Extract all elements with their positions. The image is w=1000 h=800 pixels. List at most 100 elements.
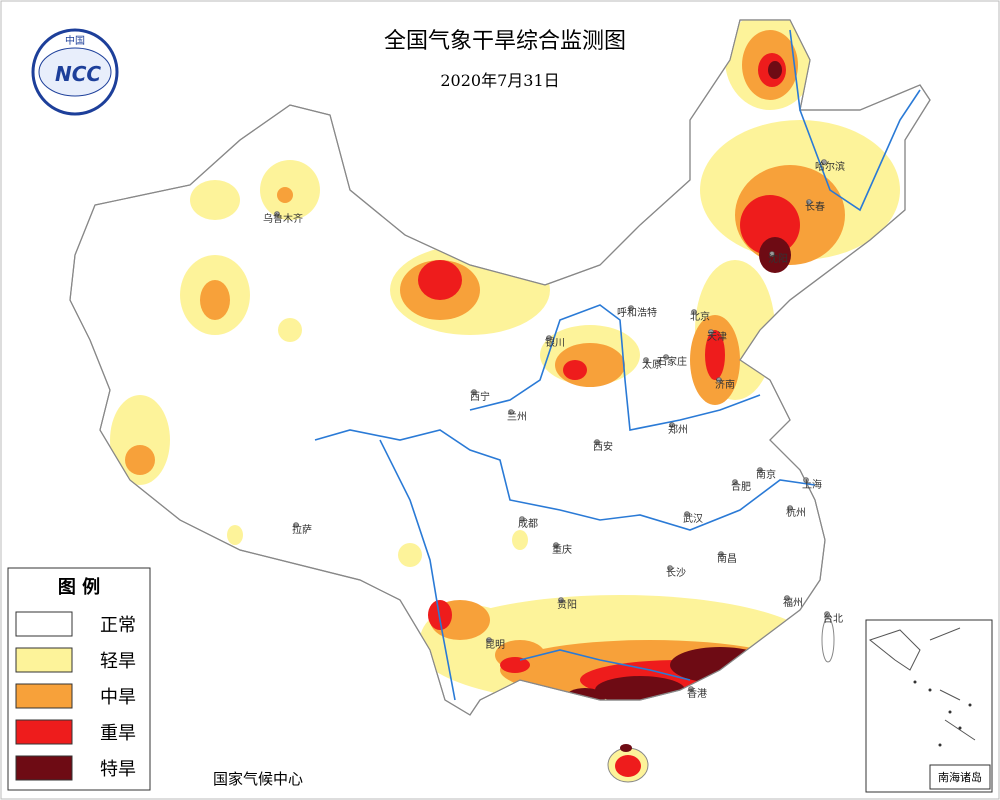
city-label: 合肥	[731, 480, 751, 493]
drought-level-2	[125, 445, 155, 475]
legend-label: 正常	[100, 615, 136, 636]
city-label: 长春	[805, 201, 825, 213]
city-dot	[486, 637, 492, 643]
pearl-river	[519, 649, 691, 681]
city-label: 昆明	[485, 639, 505, 651]
city-dot	[757, 467, 763, 473]
city-dot	[546, 335, 552, 341]
city-dot	[684, 511, 690, 517]
inset-label: 南海诸岛	[938, 770, 982, 784]
city-dot	[716, 377, 722, 383]
city-label: 拉萨	[292, 523, 312, 536]
city-label: 太原	[642, 358, 662, 371]
yangtze	[314, 429, 816, 531]
drought-level-3	[740, 195, 800, 255]
hainan-drought	[620, 744, 632, 752]
drought-level-2	[277, 187, 293, 203]
city-dot	[784, 595, 790, 601]
city-label: 北京	[690, 310, 710, 323]
legend-label: 特旱	[100, 759, 136, 780]
legend-swatch	[15, 683, 73, 709]
lancang	[379, 439, 456, 701]
city-dot	[508, 409, 514, 415]
city-label: 哈尔滨	[815, 160, 845, 173]
drought-level-1	[398, 543, 422, 567]
city-dot	[769, 251, 775, 257]
city-dot	[691, 309, 697, 315]
legend-label: 轻旱	[100, 651, 136, 672]
drought-level-1	[512, 530, 528, 550]
drought-level-4	[759, 237, 791, 273]
drought-level-1	[227, 525, 243, 545]
city-label: 上海	[802, 478, 822, 491]
city-dot	[688, 686, 694, 692]
logo-top: 中国	[65, 34, 85, 47]
drought-level-3	[428, 600, 452, 630]
city-label: 乌鲁木齐	[263, 212, 303, 225]
drought-level-1	[278, 318, 302, 342]
legend-title: 图 例	[58, 576, 100, 598]
city-dot	[558, 597, 564, 603]
city-label: 福州	[783, 596, 803, 609]
city-dot	[667, 565, 673, 571]
city-label: 西宁	[470, 390, 490, 403]
city-dot	[553, 542, 559, 548]
city-label: 贵阳	[557, 598, 577, 611]
city-label: 石家庄	[657, 355, 687, 368]
city-dot	[293, 522, 299, 528]
city-label: 郑州	[668, 423, 688, 436]
drought-level-4	[768, 61, 782, 79]
city-label: 沈阳	[768, 252, 788, 265]
inset-label-box	[929, 764, 991, 790]
city-dot	[821, 159, 827, 165]
inset-islands	[913, 680, 972, 747]
city-dot	[718, 551, 724, 557]
drought-level-3	[500, 657, 530, 673]
logo: 中国 NCC	[31, 28, 119, 116]
drought-level-3	[705, 330, 725, 380]
city-label: 济南	[715, 378, 735, 391]
city-dot	[274, 211, 280, 217]
city-label: 成都	[518, 518, 538, 530]
city-label: 银川	[545, 336, 565, 349]
legend-swatch	[15, 647, 73, 673]
drought-level-1	[190, 180, 240, 220]
legend-swatch	[15, 719, 73, 745]
city-dot	[519, 516, 525, 522]
drought-level-1	[110, 395, 170, 485]
city-dot	[824, 611, 830, 617]
inset: 南海诸岛	[865, 619, 993, 793]
city-dot	[628, 305, 634, 311]
hainan-drought	[615, 755, 641, 777]
legend-swatch	[15, 611, 73, 637]
city-label: 重庆	[552, 543, 572, 556]
city-dot	[806, 199, 812, 205]
taiwan	[821, 617, 835, 663]
rivers	[314, 29, 921, 701]
city-label: 南京	[756, 468, 776, 481]
title: 全国气象干旱综合监测图	[384, 29, 626, 54]
legend-box	[7, 567, 151, 791]
city-dot	[594, 439, 600, 445]
drought-level-3	[563, 360, 587, 380]
logo-globe	[38, 47, 112, 97]
city-label: 兰州	[507, 410, 527, 423]
heilongjiang	[789, 29, 921, 212]
city-dot	[708, 329, 714, 335]
city-label: 杭州	[786, 506, 806, 519]
city-label: 南昌	[717, 552, 737, 565]
city-label: 呼和浩特	[617, 307, 657, 319]
logo-text: NCC	[55, 62, 101, 86]
city-label: 台北	[823, 612, 843, 625]
city-dot	[803, 477, 809, 483]
city-label: 长沙	[666, 567, 686, 579]
legend-label: 中旱	[100, 687, 136, 708]
date: 2020年7月31日	[440, 71, 559, 90]
city-dot	[787, 505, 793, 511]
inset-coast	[868, 627, 976, 741]
credit: 国家气候中心	[213, 770, 303, 788]
city-label: 香港	[687, 688, 707, 700]
